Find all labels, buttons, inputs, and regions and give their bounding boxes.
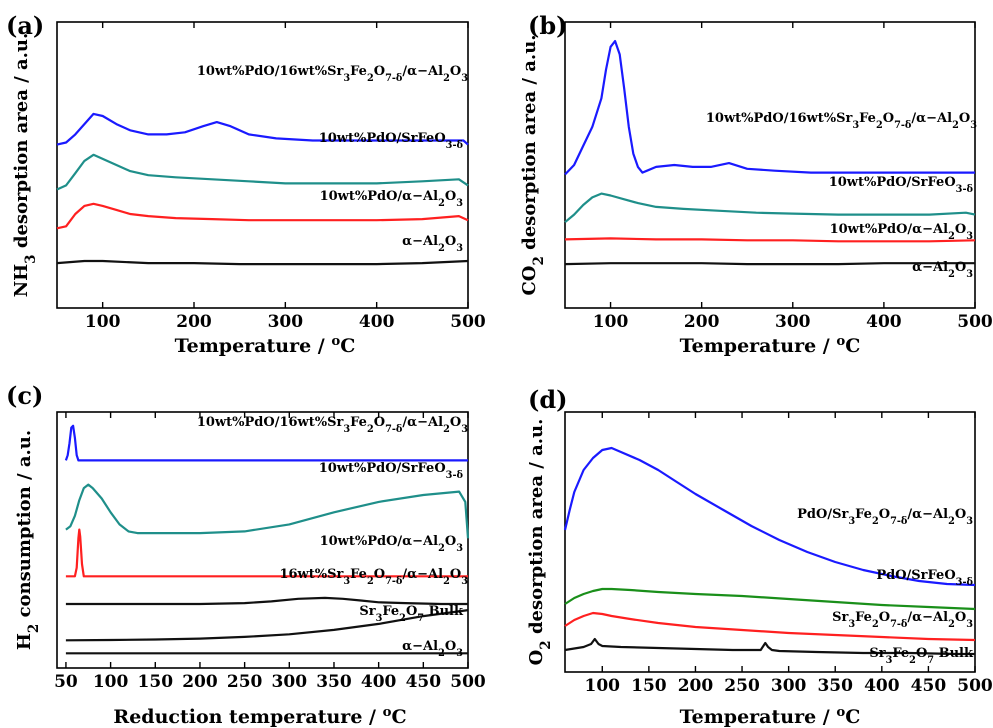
x-tick-label: 100 [85, 312, 121, 332]
series-line [564, 611, 976, 642]
series-label: 10wt%PdO/16wt%Sr3Fe2O7-δ/α−Al2O3 [197, 64, 468, 84]
x-tick-label: 100 [93, 672, 129, 692]
series-line [564, 192, 976, 224]
x-tick-label: 400 [359, 312, 395, 332]
series-label: 10wt%PdO/16wt%Sr3Fe2O7-δ/α−Al2O3 [197, 415, 468, 435]
x-tick-label: 500 [450, 672, 486, 692]
x-tick-label: 350 [817, 676, 853, 696]
series-label: α−Al2O3 [402, 639, 463, 659]
x-tick-label: 250 [724, 676, 760, 696]
series-label: 10wt%PdO/SrFeO3-δ [319, 461, 464, 481]
series-line [56, 202, 469, 230]
series-line [56, 259, 469, 266]
x-tick-label: 200 [182, 672, 218, 692]
x-axis-label: Temperature / oC [680, 334, 861, 358]
y-axis-label: H2 consumption / a.u. [14, 430, 42, 650]
series-line [56, 153, 469, 191]
x-tick-label: 300 [771, 676, 807, 696]
x-tick-label: 500 [957, 676, 993, 696]
x-axis-label: Temperature / oC [680, 705, 861, 728]
y-axis-label: O2 desorption area / a.u. [526, 419, 554, 666]
series-line [563, 446, 976, 587]
series-line [65, 483, 470, 539]
x-tick-label: 300 [775, 312, 811, 332]
panel-c: (c) 50 100 150 200 250 300 350 400 450 500 Reductio… [6, 381, 486, 728]
series-label: Sr3Fe2O7 Bulk [869, 646, 974, 666]
x-tick-label: 400 [866, 312, 902, 332]
series-line [564, 587, 976, 611]
series-label: 10wt%PdO/SrFeO3-δ [319, 131, 464, 151]
series-label: Sr3Fe2O7 Bulk [359, 604, 464, 624]
x-tick-label: 100 [593, 312, 629, 332]
x-axis-label: Reduction temperature / oC [113, 705, 406, 728]
x-tick-label: 450 [406, 672, 442, 692]
x-tick-label: 400 [864, 676, 900, 696]
x-tick-label: 400 [361, 672, 397, 692]
series-label: Sr3Fe2O7-δ/α−Al2O3 [832, 610, 973, 630]
y-axis-label: CO2 desorption area / a.u. [519, 34, 547, 295]
series-line [564, 637, 975, 656]
panel-b: (b) 100 200 300 400 500 Temperature / oC CO2 de… [519, 11, 993, 357]
series-label: PdO/Sr3Fe2O7-δ/α−Al2O3 [797, 507, 973, 527]
panel-label: (c) [6, 381, 43, 410]
x-tick-label: 50 [54, 672, 78, 692]
x-tick-label: 300 [272, 672, 308, 692]
plot-frame [564, 411, 976, 673]
x-tick-label: 500 [957, 312, 993, 332]
x-tick-label: 250 [227, 672, 263, 692]
x-tick-label: 150 [631, 676, 667, 696]
series-label: 10wt%PdO/α−Al2O3 [830, 222, 974, 242]
series-line [65, 528, 468, 578]
x-tick-label: 100 [585, 676, 621, 696]
plot-frame [56, 411, 469, 669]
x-axis-label: Temperature / oC [175, 334, 356, 358]
x-tick-label: 300 [268, 312, 304, 332]
panel-a: (a) 100 200 300 400 500 Temperature / oC NH3 de… [6, 11, 486, 357]
series-line [564, 262, 975, 266]
series-label: 16wt%Sr3Fe2O7-δ/α−Al2O3 [279, 567, 468, 587]
plot-frame [564, 21, 976, 309]
series-label: α−Al2O3 [402, 234, 463, 254]
series-label: 10wt%PdO/16wt%Sr3Fe2O7-δ/α−Al2O3 [706, 111, 977, 131]
x-tick-label: 500 [450, 312, 486, 332]
x-tick-label: 150 [138, 672, 174, 692]
series-label: α−Al2O3 [912, 260, 973, 280]
series-label: PdO/SrFeO3-δ [876, 568, 973, 588]
series-line [65, 609, 469, 642]
panel-label: (d) [528, 385, 568, 414]
panel-d: (d) 100 150 200 250 300 350 400 450 500 Temperatur… [526, 385, 993, 728]
series-line [564, 40, 975, 176]
panel-label: (b) [528, 11, 568, 40]
series-label: 10wt%PdO/SrFeO3-δ [829, 175, 974, 195]
series-label: 10wt%PdO/α−Al2O3 [320, 534, 464, 554]
panel-label: (a) [6, 11, 44, 40]
y-axis-label: NH3 desorption area / a.u. [11, 33, 39, 298]
x-tick-label: 350 [316, 672, 352, 692]
x-tick-label: 200 [684, 312, 720, 332]
series-line [564, 237, 976, 243]
plot-frame [56, 21, 469, 309]
x-tick-label: 450 [911, 676, 947, 696]
series-label: 10wt%PdO/α−Al2O3 [320, 189, 464, 209]
series-line [56, 112, 469, 146]
series-line [64, 424, 468, 462]
x-tick-label: 200 [176, 312, 212, 332]
series-line [65, 596, 468, 606]
x-tick-label: 200 [678, 676, 714, 696]
